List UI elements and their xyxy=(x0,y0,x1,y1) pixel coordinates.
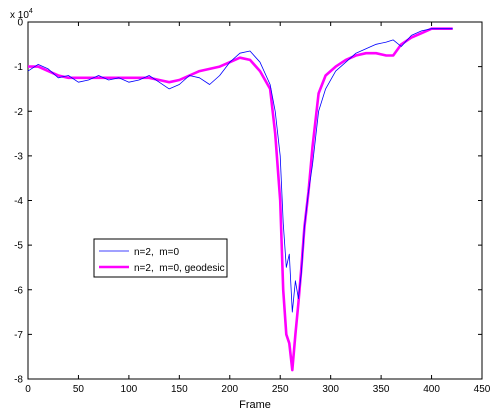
legend-box xyxy=(93,238,228,278)
y-tick-label: -6 xyxy=(14,285,23,296)
y-tick-label: -3 xyxy=(14,151,23,162)
x-tick-label: 200 xyxy=(221,384,238,395)
legend-label-series-2: n=2, m=0, geodesic xyxy=(134,263,225,274)
y-tick-label: -4 xyxy=(14,196,23,207)
series-line-n2-m0-geodesic xyxy=(28,27,453,372)
plot-area xyxy=(27,21,483,380)
x-tick-label: 350 xyxy=(373,384,390,395)
y-tick-label: -8 xyxy=(14,375,23,386)
axis-tick-labels: 0 50 100 150 200 250 300 350 400 450 0 -1 -2 -3 -4 -5 -6… xyxy=(14,18,490,396)
x-tick-label: 450 xyxy=(474,384,490,395)
legend-label-series-1: n=2, m=0 xyxy=(134,247,179,258)
x-tick-label: 100 xyxy=(121,384,138,395)
series-line-n2-m0 xyxy=(27,28,453,313)
legend: n=2, m=0 n=2, m=0, geodesic xyxy=(93,238,228,278)
x-axis-label: Frame xyxy=(239,399,271,411)
y-tick-label: -5 xyxy=(14,241,23,252)
x-tick-label: 50 xyxy=(73,384,85,395)
x-tick-label: 150 xyxy=(171,384,188,395)
series-lines xyxy=(27,27,453,372)
x-tick-label: 300 xyxy=(322,384,339,395)
y-tick-label: -7 xyxy=(14,330,23,341)
y-tick-label: -1 xyxy=(14,62,23,73)
x-tick-label: 250 xyxy=(272,384,289,395)
y-tick-label: -2 xyxy=(14,107,23,118)
y-exponent-label: x 104 xyxy=(10,8,33,21)
y-tick-label: 0 xyxy=(17,18,23,29)
x-tick-label: 400 xyxy=(423,384,440,395)
y-exponent-power: 4 xyxy=(29,8,33,15)
x-tick-label: 0 xyxy=(25,384,31,395)
